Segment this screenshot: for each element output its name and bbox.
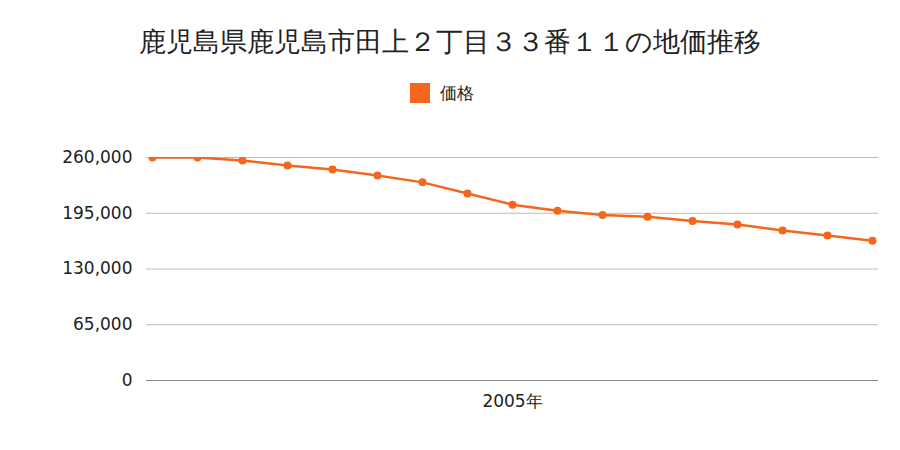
svg-text:130,000: 130,000	[62, 258, 132, 278]
html-text:価格: 価格	[440, 82, 474, 103]
svg-text:65,000: 65,000	[73, 314, 132, 334]
svg-text:2005年: 2005年	[482, 391, 542, 411]
svg-text:260,000: 260,000	[62, 147, 132, 167]
svg-text:195,000: 195,000	[62, 203, 132, 223]
svg-text:0: 0	[122, 370, 133, 390]
html-text:鹿児島県鹿児島市田上２丁目３３番１１の地価推移: 鹿児島県鹿児島市田上２丁目３３番１１の地価推移	[139, 26, 761, 57]
